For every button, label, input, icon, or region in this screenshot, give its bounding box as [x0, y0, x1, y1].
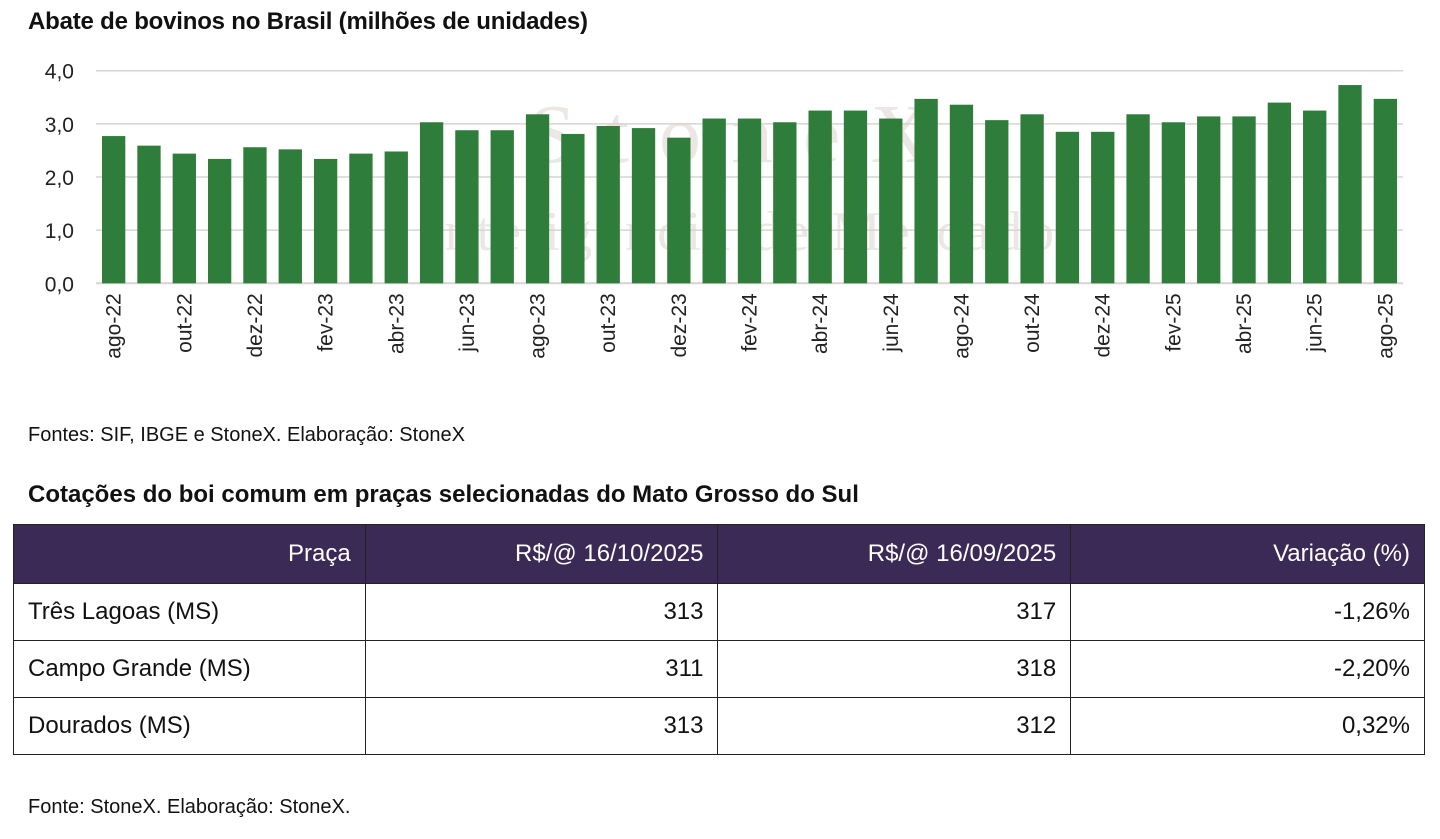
cell-price-sep: 317	[717, 583, 1072, 641]
table-source-note: Fonte: StoneX. Elaboração: StoneX.	[28, 796, 351, 818]
bar-fev-25	[1161, 122, 1186, 284]
x-tick-label: dez-24	[1092, 293, 1115, 358]
cell-price-sep: 318	[717, 640, 1072, 698]
cell-variation: 0,32%	[1070, 697, 1425, 755]
bar-ago-23	[525, 114, 550, 284]
y-tick-label: 3,0	[45, 114, 74, 137]
bar-mar-23	[349, 153, 373, 284]
x-tick-label: ago-22	[103, 293, 126, 358]
y-tick-label: 2,0	[45, 167, 74, 190]
bar-out-22	[172, 153, 196, 284]
x-tick-label: jun-24	[880, 293, 903, 353]
bar-set-22	[137, 145, 161, 284]
bar-jun-25	[1303, 110, 1327, 284]
x-tick-label: ago-24	[950, 293, 973, 359]
bar-chart: StoneX Inteligência de Mercado 0,01,02,0…	[45, 61, 1403, 359]
bar-set-23	[561, 133, 585, 284]
bar-ago-24	[949, 104, 974, 284]
bar-jan-23	[278, 149, 302, 284]
x-tick-label: jun-25	[1304, 293, 1327, 352]
bar-mar-25	[1197, 116, 1221, 284]
bar-ago-25	[1373, 98, 1397, 284]
header-variation: Variação (%)	[1070, 524, 1425, 584]
table-header-row: Praça R$/@ 16/10/2025 R$/@ 16/09/2025 Va…	[13, 524, 1425, 584]
bar-nov-23	[631, 128, 656, 284]
y-tick-label: 0,0	[45, 273, 74, 296]
x-tick-label: out-22	[173, 293, 196, 353]
header-praca: Praça	[13, 524, 366, 584]
cell-variation: -2,20%	[1070, 640, 1425, 698]
bar-jul-25	[1338, 85, 1362, 284]
bar-fev-23	[313, 158, 338, 284]
cell-praca: Dourados (MS)	[13, 697, 366, 755]
cell-price-sep: 312	[717, 697, 1072, 755]
chart-title: Abate de bovinos no Brasil (milhões de u…	[28, 8, 588, 35]
cell-variation: -1,26%	[1070, 583, 1425, 641]
cell-price-oct: 313	[364, 583, 719, 641]
x-tick-label: dez-22	[244, 293, 267, 357]
bar-out-24	[1020, 114, 1044, 284]
bar-nov-22	[207, 158, 232, 284]
cell-price-oct: 311	[364, 640, 719, 698]
cell-praca: Campo Grande (MS)	[13, 640, 366, 698]
bar-jul-24	[914, 98, 938, 284]
x-tick-label: jun-23	[456, 293, 479, 352]
bar-mai-25	[1267, 102, 1292, 284]
x-tick-label: fev-25	[1162, 293, 1185, 351]
x-axis-ticks: ago-22 out-22 dez-22 fev-23 abr-23 jun-23 ago-…	[103, 293, 1398, 359]
bar-dez-23	[667, 137, 691, 284]
prices-table: Praça R$/@ 16/10/2025 R$/@ 16/09/2025 Va…	[13, 524, 1425, 755]
header-price-oct: R$/@ 16/10/2025	[364, 524, 719, 584]
table-row: Campo Grande (MS) 311 318 -2,20%	[13, 640, 1425, 698]
cell-price-oct: 313	[364, 697, 719, 755]
bar-set-24	[985, 120, 1009, 284]
bar-abr-23	[384, 151, 408, 284]
bar-ago-22	[102, 136, 126, 284]
bar-nov-24	[1055, 131, 1080, 284]
x-tick-label: ago-23	[527, 293, 550, 358]
x-tick-label: abr-24	[809, 293, 832, 354]
bar-abr-25	[1232, 116, 1256, 284]
x-tick-label: dez-23	[668, 293, 691, 357]
x-tick-label: out-24	[1021, 293, 1044, 353]
bar-mai-23	[419, 122, 444, 284]
bar-jan-25	[1126, 114, 1150, 284]
bar-jun-24	[879, 118, 903, 284]
x-tick-label: abr-23	[385, 293, 408, 354]
bar-jan-24	[702, 118, 726, 284]
table-row: Três Lagoas (MS) 313 317 -1,26%	[13, 583, 1425, 641]
bar-dez-24	[1091, 131, 1115, 284]
bar-dez-22	[243, 147, 267, 284]
y-tick-label: 1,0	[45, 220, 74, 243]
x-tick-label: out-23	[597, 293, 620, 353]
header-price-sep: R$/@ 16/09/2025	[717, 524, 1072, 584]
x-tick-label: fev-24	[739, 293, 762, 352]
bar-out-23	[596, 125, 620, 284]
y-tick-label: 4,0	[45, 61, 74, 84]
bars	[102, 85, 1397, 284]
bar-jun-23	[455, 130, 479, 284]
bar-jul-23	[490, 130, 514, 284]
bar-abr-24	[808, 110, 832, 284]
x-tick-label: abr-25	[1233, 293, 1256, 354]
bar-mar-24	[773, 122, 797, 284]
y-axis-ticks: 0,0 1,0 2,0 3,0 4,0	[45, 61, 74, 297]
bar-fev-24	[737, 118, 762, 284]
table-row: Dourados (MS) 313 312 0,32%	[13, 697, 1425, 755]
x-tick-label: ago-25	[1374, 293, 1397, 358]
chart-source-note: Fontes: SIF, IBGE e StoneX. Elaboração: …	[28, 424, 465, 446]
bar-mai-24	[843, 110, 868, 284]
x-tick-label: fev-23	[315, 293, 338, 351]
table-title: Cotações do boi comum em praças selecion…	[28, 481, 859, 508]
cell-praca: Três Lagoas (MS)	[13, 583, 366, 641]
